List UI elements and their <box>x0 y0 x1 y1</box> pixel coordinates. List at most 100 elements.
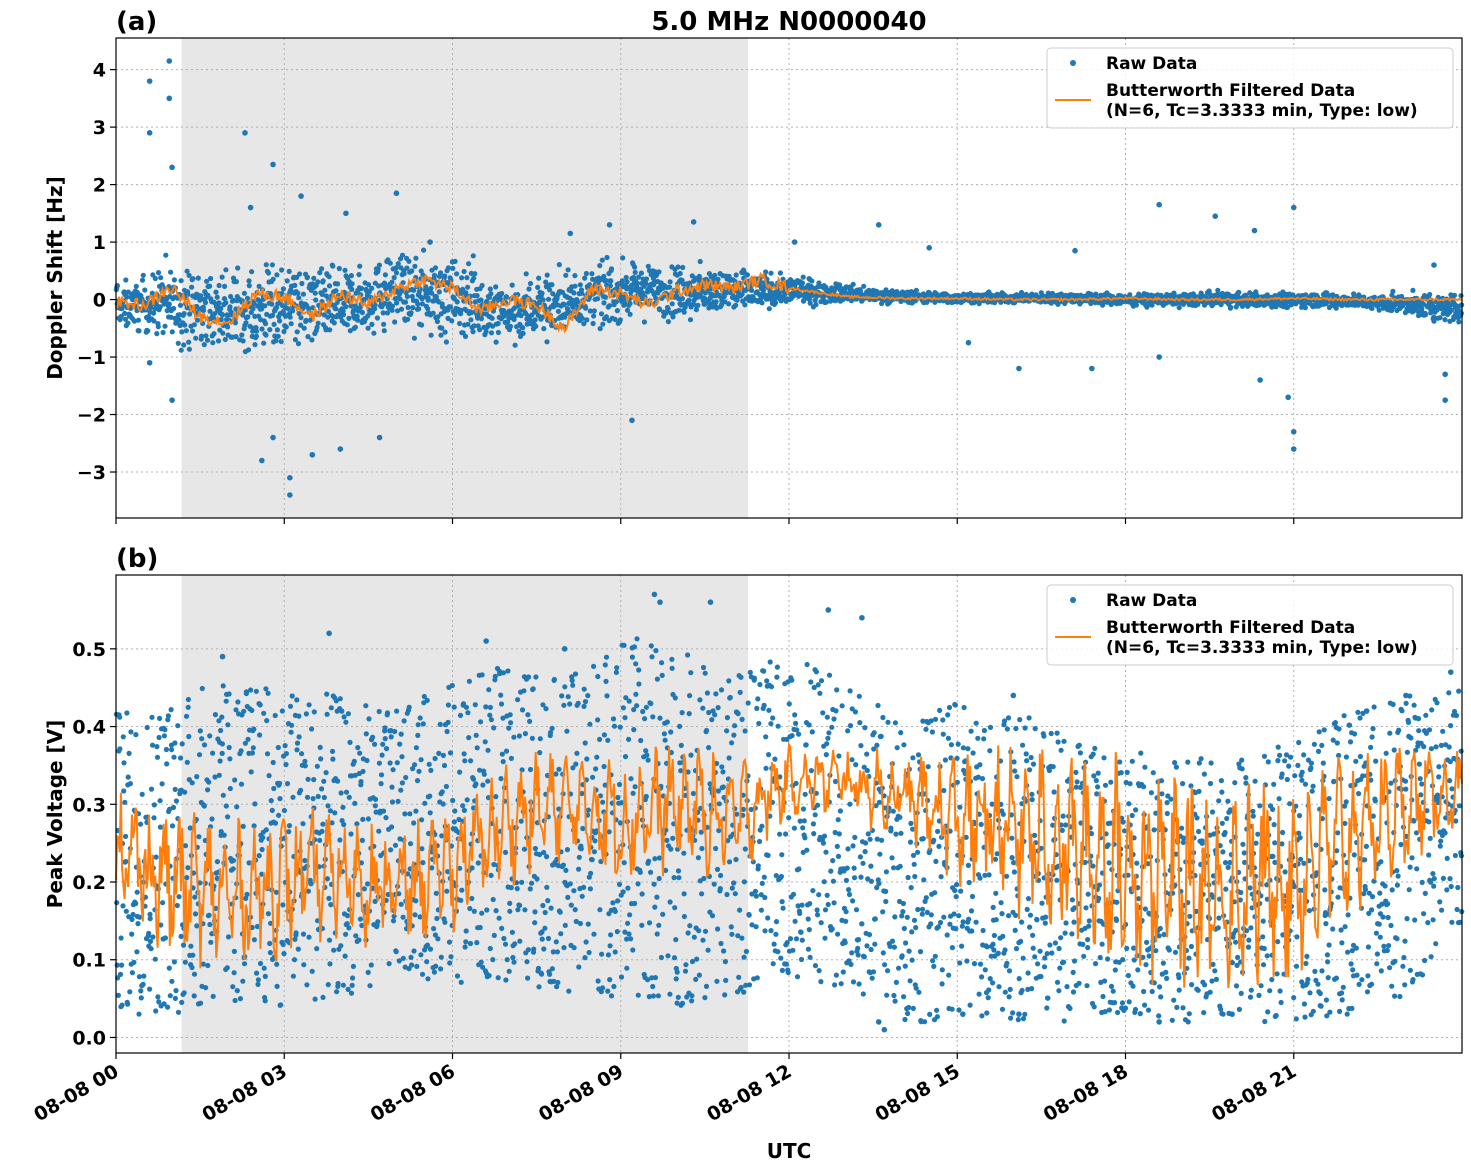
raw-data-point <box>376 760 382 766</box>
raw-data-point <box>643 281 649 287</box>
raw-data-outlier <box>1442 371 1448 378</box>
raw-data-point <box>324 691 330 697</box>
raw-data-point <box>370 734 376 740</box>
raw-data-outlier <box>287 474 293 481</box>
raw-data-point <box>478 719 484 725</box>
raw-data-point <box>326 937 333 943</box>
raw-data-point <box>239 332 245 338</box>
raw-data-point <box>307 317 313 323</box>
raw-data-point <box>484 907 490 913</box>
raw-data-point <box>125 320 131 326</box>
raw-data-point <box>186 339 192 345</box>
raw-data-point <box>645 757 651 763</box>
raw-data-point <box>376 828 382 834</box>
raw-data-point <box>198 293 204 299</box>
raw-data-point <box>461 751 467 757</box>
raw-data-point <box>588 870 594 877</box>
raw-data-point <box>731 732 737 738</box>
raw-data-point <box>447 304 454 310</box>
raw-data-point <box>540 297 546 303</box>
raw-data-point <box>720 784 726 790</box>
raw-data-point <box>314 946 320 952</box>
raw-data-point <box>481 771 487 777</box>
raw-data-point <box>814 912 821 918</box>
raw-data-point <box>240 978 246 984</box>
raw-data-point <box>383 746 390 752</box>
raw-data-point <box>850 281 856 287</box>
raw-data-point <box>565 694 571 700</box>
raw-data-point <box>673 937 679 943</box>
raw-data-point <box>779 899 785 905</box>
raw-data-point <box>746 912 752 918</box>
raw-data-point <box>317 744 323 751</box>
raw-data-point <box>671 875 677 881</box>
raw-data-point <box>565 894 571 901</box>
raw-data-point <box>378 781 384 787</box>
raw-data-point <box>766 752 772 758</box>
raw-data-point <box>182 789 188 795</box>
raw-data-point <box>437 270 444 276</box>
raw-data-point <box>419 322 425 328</box>
raw-data-point <box>469 895 475 902</box>
raw-data-point <box>695 302 701 308</box>
raw-data-point <box>359 309 365 316</box>
raw-data-point <box>564 728 570 734</box>
raw-data-point <box>318 756 324 762</box>
raw-data-point <box>612 949 618 955</box>
raw-data-point <box>607 283 614 289</box>
raw-data-point <box>610 716 617 722</box>
raw-data-outlier <box>965 339 972 346</box>
raw-data-point <box>152 956 158 962</box>
raw-data-point <box>251 937 257 943</box>
raw-data-point <box>201 803 207 809</box>
raw-data-point <box>327 961 333 967</box>
raw-data-point <box>517 902 523 909</box>
raw-data-point <box>438 966 444 972</box>
raw-data-point <box>434 318 440 325</box>
raw-data-point <box>617 820 624 826</box>
raw-data-point <box>235 265 241 271</box>
raw-data-point <box>155 994 161 1000</box>
raw-data-point <box>147 986 153 992</box>
raw-data-point <box>646 920 653 926</box>
raw-data-point <box>379 752 385 758</box>
raw-data-point <box>576 964 582 970</box>
raw-data-point <box>232 320 238 326</box>
raw-data-point <box>321 778 327 784</box>
raw-data-point <box>173 988 179 994</box>
raw-data-point <box>669 665 675 671</box>
raw-data-outlier <box>376 434 383 441</box>
raw-data-point <box>283 761 289 768</box>
raw-data-point <box>468 309 475 316</box>
raw-data-point <box>237 996 243 1002</box>
raw-data-point <box>651 881 657 887</box>
raw-data-point <box>739 716 745 723</box>
raw-data-point <box>465 710 471 716</box>
raw-data-point <box>411 287 417 293</box>
raw-data-point <box>452 258 458 264</box>
raw-data-point <box>1176 305 1182 311</box>
raw-data-point <box>652 904 658 910</box>
raw-data-point <box>399 252 406 258</box>
raw-data-point <box>223 267 229 273</box>
raw-data-point <box>626 736 632 743</box>
raw-data-point <box>681 913 688 920</box>
raw-data-point <box>336 265 342 272</box>
raw-data-point <box>583 270 590 277</box>
raw-data-point <box>144 724 150 731</box>
raw-data-point <box>119 1002 125 1008</box>
raw-data-point <box>169 747 175 753</box>
raw-data-point <box>270 276 276 282</box>
raw-data-point <box>365 881 371 887</box>
raw-data-point <box>443 783 449 790</box>
raw-data-point <box>225 934 232 940</box>
raw-data-point <box>470 329 476 335</box>
raw-data-point <box>380 310 386 316</box>
raw-data-point <box>723 977 729 984</box>
raw-data-point <box>389 307 395 313</box>
raw-data-point <box>419 301 425 307</box>
raw-data-point <box>572 907 578 913</box>
raw-data-point <box>176 317 182 323</box>
raw-data-point <box>1458 293 1464 299</box>
raw-data-point <box>365 816 371 822</box>
